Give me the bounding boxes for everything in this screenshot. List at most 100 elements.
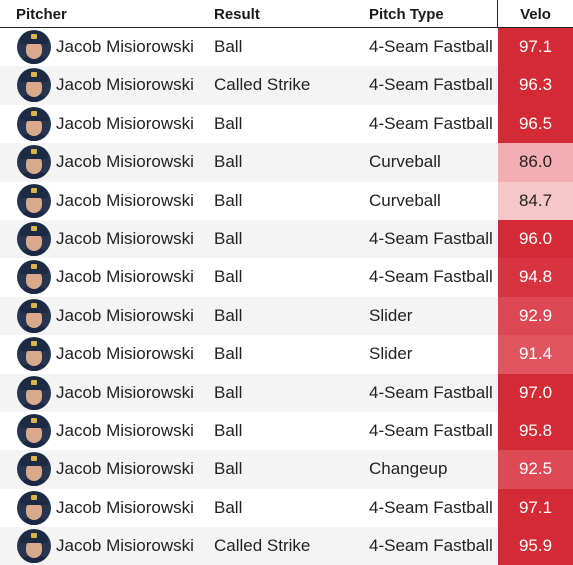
- pitch-result: Ball: [214, 152, 243, 172]
- velo-cell: 92.5: [498, 450, 573, 489]
- table-row[interactable]: Jacob Misiorowski Ball Changeup 92.5: [0, 450, 573, 489]
- pitcher-avatar: [17, 68, 51, 103]
- pitcher-avatar: [17, 375, 51, 410]
- avatar-face: [26, 156, 42, 175]
- pitcher-name[interactable]: Jacob Misiorowski: [56, 497, 194, 517]
- pitch-result: Ball: [214, 305, 243, 325]
- table-row[interactable]: Jacob Misiorowski Ball 4-Seam Fastball 96.5: [0, 104, 573, 144]
- table-row[interactable]: Jacob Misiorowski Ball 4-Seam Fastball 97.0: [0, 373, 573, 412]
- pitch-type: Curveball: [369, 152, 441, 172]
- avatar-face: [26, 348, 42, 367]
- avatar-jersey: [19, 325, 49, 333]
- avatar-jersey: [19, 210, 49, 218]
- pitcher-avatar: [17, 529, 51, 564]
- avatar-face: [26, 540, 42, 559]
- pitcher-name[interactable]: Jacob Misiorowski: [56, 113, 194, 133]
- team-logo-icon: [31, 34, 37, 39]
- pitcher-name[interactable]: Jacob Misiorowski: [56, 459, 194, 479]
- table-row[interactable]: Jacob Misiorowski Ball Slider 92.9: [0, 296, 573, 336]
- table-row[interactable]: Jacob Misiorowski Called Strike 4-Seam Fas…: [0, 527, 573, 565]
- pitcher-avatar: [17, 221, 51, 256]
- pitch-type: Changeup: [369, 459, 448, 479]
- pitcher-avatar: [17, 30, 51, 64]
- pitch-result: Called Strike: [214, 75, 311, 95]
- pitcher-name[interactable]: Jacob Misiorowski: [56, 228, 194, 248]
- velo-cell: 96.0: [498, 219, 573, 259]
- pitcher-name[interactable]: Jacob Misiorowski: [56, 37, 194, 56]
- velo-cell: 95.8: [498, 411, 573, 451]
- table-row[interactable]: Jacob Misiorowski Ball 4-Seam Fastball 96.0: [0, 219, 573, 259]
- pitcher-avatar: [17, 145, 51, 180]
- pitch-type: 4-Seam Fastball: [369, 228, 493, 248]
- velo-cell: 96.5: [498, 104, 573, 144]
- table-row[interactable]: Jacob Misiorowski Ball Curveball 86.0: [0, 143, 573, 182]
- pitch-type: 4-Seam Fastball: [369, 382, 493, 402]
- avatar-face: [26, 271, 42, 290]
- table-row[interactable]: Jacob Misiorowski Called Strike 4-Seam Fas…: [0, 66, 573, 105]
- pitch-result: Ball: [214, 497, 243, 517]
- team-logo-icon: [31, 456, 37, 462]
- velo-cell: 97.0: [498, 373, 573, 412]
- velo-cell: 84.7: [498, 181, 573, 220]
- pitcher-name[interactable]: Jacob Misiorowski: [56, 420, 194, 440]
- velo-cell: 95.9: [498, 527, 573, 565]
- avatar-jersey: [19, 364, 49, 372]
- avatar-face: [26, 463, 42, 482]
- pitch-result: Ball: [214, 190, 243, 210]
- pitch-type: 4-Seam Fastball: [369, 267, 493, 287]
- column-divider: [497, 0, 498, 27]
- avatar-jersey: [19, 248, 49, 256]
- pitcher-name[interactable]: Jacob Misiorowski: [56, 305, 194, 325]
- pitcher-name[interactable]: Jacob Misiorowski: [56, 382, 194, 402]
- pitcher-avatar: [17, 490, 51, 525]
- avatar-face: [26, 386, 42, 405]
- team-logo-icon: [31, 187, 37, 193]
- table-row[interactable]: Jacob Misiorowski Ball Slider 91.4: [0, 335, 573, 374]
- velo-cell: 91.4: [498, 335, 573, 374]
- pitcher-name[interactable]: Jacob Misiorowski: [56, 190, 194, 210]
- avatar-jersey: [19, 402, 49, 410]
- column-header-pitch-type[interactable]: Pitch Type: [369, 6, 444, 23]
- velo-cell: 97.1: [498, 28, 573, 67]
- avatar-face: [26, 79, 42, 98]
- pitch-type: Slider: [369, 344, 413, 364]
- avatar-jersey: [19, 172, 49, 180]
- table-row[interactable]: Jacob Misiorowski Ball 4-Seam Fastball 94.8: [0, 258, 573, 297]
- pitch-type: 4-Seam Fastball: [369, 75, 493, 95]
- pitch-type: 4-Seam Fastball: [369, 497, 493, 517]
- table-row[interactable]: Jacob Misiorowski Ball 4-Seam Fastball 97.1: [0, 488, 573, 528]
- pitch-type: 4-Seam Fastball: [369, 536, 493, 556]
- pitcher-avatar: [17, 337, 51, 372]
- pitch-type: 4-Seam Fastball: [369, 37, 493, 56]
- velo-cell: 96.3: [498, 66, 573, 105]
- pitcher-name[interactable]: Jacob Misiorowski: [56, 344, 194, 364]
- pitcher-avatar: [17, 183, 51, 218]
- table-row[interactable]: Jacob Misiorowski Ball Curveball 84.7: [0, 181, 573, 220]
- pitch-result: Ball: [214, 459, 243, 479]
- avatar-face: [26, 117, 42, 136]
- avatar-jersey: [19, 479, 49, 487]
- pitch-result: Ball: [214, 267, 243, 287]
- pitch-type: Curveball: [369, 190, 441, 210]
- team-logo-icon: [31, 379, 37, 385]
- pitcher-name[interactable]: Jacob Misiorowski: [56, 267, 194, 287]
- avatar-face: [26, 41, 42, 59]
- avatar-face: [26, 232, 42, 251]
- pitcher-avatar: [17, 452, 51, 487]
- pitch-result: Ball: [214, 344, 243, 364]
- pitcher-name[interactable]: Jacob Misiorowski: [56, 75, 194, 95]
- team-logo-icon: [31, 149, 37, 155]
- team-logo-icon: [31, 533, 37, 539]
- column-header-result[interactable]: Result: [214, 6, 260, 23]
- avatar-jersey: [19, 517, 49, 525]
- pitcher-name[interactable]: Jacob Misiorowski: [56, 536, 194, 556]
- table-header: Pitcher Result Pitch Type Velo: [0, 0, 573, 28]
- pitch-type: Slider: [369, 305, 413, 325]
- table-row[interactable]: Jacob Misiorowski Ball 4-Seam Fastball 97.1: [0, 28, 573, 67]
- table-row[interactable]: Jacob Misiorowski Ball 4-Seam Fastball 95.8: [0, 411, 573, 451]
- velo-cell: 94.8: [498, 258, 573, 297]
- column-header-velo[interactable]: Velo: [520, 6, 551, 23]
- pitcher-name[interactable]: Jacob Misiorowski: [56, 152, 194, 172]
- column-header-pitcher[interactable]: Pitcher: [16, 6, 67, 23]
- velo-cell: 97.1: [498, 488, 573, 528]
